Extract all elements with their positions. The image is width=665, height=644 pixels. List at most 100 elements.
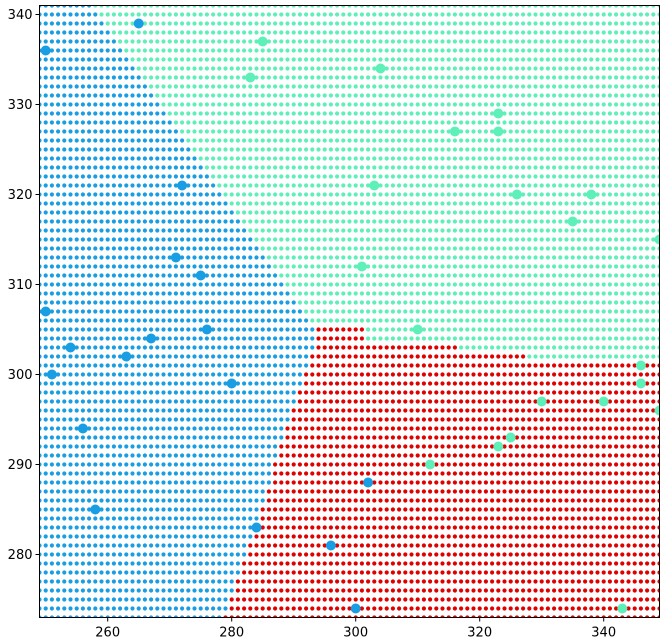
background-dot	[310, 507, 315, 512]
background-dot	[347, 228, 352, 233]
background-dot	[508, 255, 513, 260]
background-dot	[93, 237, 98, 242]
background-dot	[304, 489, 309, 494]
background-dot	[68, 273, 73, 278]
background-dot	[254, 426, 259, 431]
background-dot	[235, 615, 240, 618]
background-dot	[248, 201, 253, 206]
background-dot	[304, 246, 309, 251]
background-dot	[514, 525, 520, 530]
background-dot	[347, 219, 352, 224]
background-dot	[440, 327, 445, 332]
background-dot	[111, 228, 116, 233]
background-dot	[620, 543, 625, 548]
background-dot	[378, 237, 383, 242]
background-dot	[459, 462, 464, 467]
background-dot	[564, 336, 569, 341]
background-dot	[56, 336, 61, 341]
background-dot	[155, 300, 160, 305]
background-dot	[74, 291, 79, 296]
background-dot	[347, 561, 352, 566]
background-dot	[155, 453, 160, 458]
background-dot	[552, 264, 557, 269]
background-dot	[248, 318, 253, 323]
background-dot	[583, 570, 588, 575]
background-dot	[459, 300, 464, 305]
background-dot	[359, 516, 364, 521]
background-dot	[167, 408, 172, 413]
background-dot	[651, 480, 656, 485]
background-dot	[105, 588, 110, 593]
background-dot	[601, 561, 606, 566]
background-dot	[589, 282, 594, 287]
background-dot	[477, 255, 482, 260]
background-dot	[564, 408, 569, 413]
background-dot	[459, 579, 464, 584]
background-dot	[118, 435, 123, 440]
background-dot	[142, 507, 147, 512]
background-dot	[204, 372, 209, 377]
background-dot	[180, 264, 185, 269]
background-dot	[620, 516, 625, 521]
background-dot	[266, 417, 271, 422]
background-dot	[459, 345, 464, 350]
background-dot	[620, 219, 625, 224]
background-dot	[49, 561, 55, 566]
background-dot	[651, 363, 656, 368]
background-dot	[601, 210, 606, 215]
background-dot	[440, 300, 445, 305]
background-dot	[173, 174, 178, 179]
background-dot	[539, 300, 544, 305]
background-dot	[366, 219, 371, 224]
background-dot	[279, 462, 284, 467]
background-dot	[335, 183, 340, 188]
background-dot	[217, 507, 222, 512]
background-dot	[322, 327, 327, 332]
background-dot	[607, 606, 613, 611]
background-dot	[390, 372, 395, 377]
background-dot	[322, 264, 327, 269]
background-dot	[291, 417, 296, 422]
background-dot	[149, 255, 154, 260]
background-dot	[576, 471, 582, 476]
background-dot	[99, 210, 104, 215]
background-dot	[68, 525, 73, 530]
background-dot	[465, 525, 470, 530]
background-dot	[341, 345, 346, 350]
background-dot	[626, 282, 631, 287]
background-dot	[235, 237, 240, 242]
background-dot	[415, 489, 420, 494]
background-dot	[651, 273, 656, 278]
background-dot	[434, 255, 439, 260]
background-dot	[384, 480, 389, 485]
background-dot	[366, 228, 371, 233]
background-dot	[477, 462, 482, 467]
background-dot	[428, 237, 433, 242]
background-dot	[434, 579, 439, 584]
background-dot	[310, 363, 315, 368]
background-dot	[459, 219, 464, 224]
background-dot	[266, 381, 271, 386]
background-dot	[328, 345, 333, 350]
background-dot	[620, 300, 625, 305]
background-dot	[43, 237, 48, 242]
background-dot	[328, 570, 333, 575]
background-dot	[211, 507, 216, 512]
background-dot	[111, 390, 116, 395]
background-dot	[99, 363, 104, 368]
background-dot	[657, 219, 660, 224]
background-dot	[651, 525, 656, 530]
background-dot	[149, 327, 154, 332]
background-dot	[260, 210, 265, 215]
background-dot	[291, 309, 296, 314]
background-dot	[43, 201, 48, 206]
background-dot	[266, 354, 271, 359]
background-dot	[341, 480, 346, 485]
background-dot	[558, 345, 563, 350]
background-dot	[502, 183, 507, 188]
background-dot	[452, 417, 457, 422]
background-dot	[527, 345, 532, 350]
background-dot	[111, 399, 116, 404]
background-dot	[217, 354, 222, 359]
background-dot	[397, 363, 402, 368]
